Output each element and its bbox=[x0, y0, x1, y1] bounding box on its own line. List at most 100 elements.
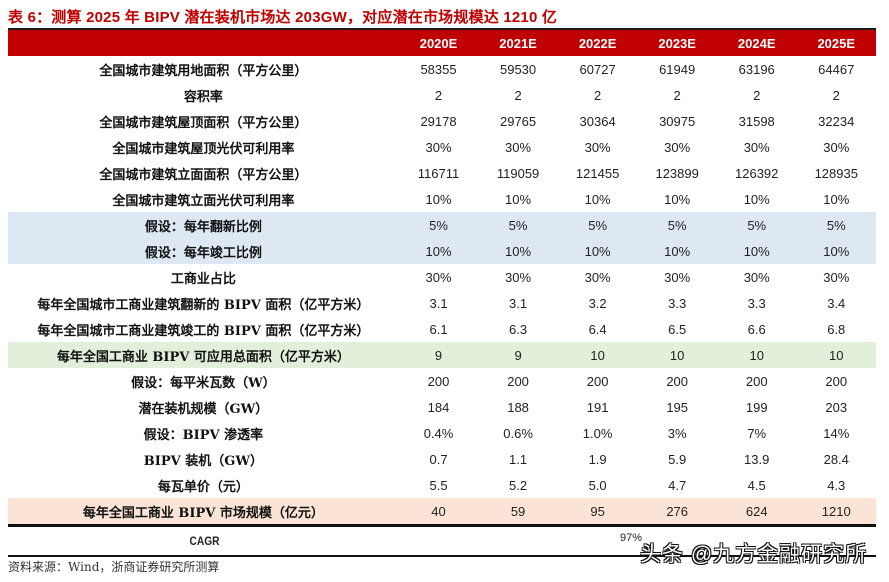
cell-value: 5.0 bbox=[588, 477, 607, 493]
row-label: BIPV 装机（GW） bbox=[143, 453, 263, 469]
cell-value: 10% bbox=[664, 243, 691, 259]
cell-value: 5.5 bbox=[429, 477, 448, 493]
cell-value: 116711 bbox=[417, 165, 460, 181]
cell-value: 10% bbox=[664, 191, 691, 207]
cell-value: 6.4 bbox=[588, 321, 607, 337]
cell-value: 32234 bbox=[818, 113, 855, 129]
cell-value: 30% bbox=[664, 139, 691, 155]
row-label: 全国城市建筑立面光伏可利用率 bbox=[112, 193, 295, 209]
cell-value: 29765 bbox=[499, 113, 537, 129]
table-row: 假设：每平米瓦数（W） 200 200 200 200 200 200 bbox=[8, 368, 876, 394]
header-year: 2023E bbox=[658, 35, 696, 51]
cell-value: 5.9 bbox=[668, 451, 687, 467]
cell-value: 5% bbox=[508, 217, 528, 233]
cell-value: 31598 bbox=[738, 113, 775, 129]
cell-value: 40 bbox=[431, 503, 446, 519]
row-label: 假设：每年竣工比例 bbox=[144, 245, 262, 261]
cell-value: 9 bbox=[434, 347, 443, 363]
cell-value: 5% bbox=[588, 217, 608, 233]
cell-value: 6.5 bbox=[668, 321, 687, 337]
header-year: 2025E bbox=[817, 35, 856, 51]
cell-value: 1210 bbox=[821, 503, 851, 519]
cell-value: 10 bbox=[590, 347, 605, 363]
row-label: 工商业占比 bbox=[170, 271, 236, 287]
table-row: 每年全国工商业 BIPV 可应用总面积（亿平方米） 9 9 10 10 10 10 bbox=[8, 342, 876, 368]
cell-value: 64467 bbox=[818, 61, 855, 77]
cell-value: 184 bbox=[427, 399, 450, 415]
cell-value: 30975 bbox=[659, 113, 696, 129]
cell-value: 1.0% bbox=[582, 425, 613, 441]
cell-value: 2 bbox=[673, 87, 681, 103]
cell-value: 6.3 bbox=[509, 321, 528, 337]
cell-value: 9 bbox=[514, 347, 522, 363]
row-label: 假设：每平米瓦数（W） bbox=[131, 375, 276, 391]
cell-value: 276 bbox=[666, 503, 689, 519]
table-row: 假设：每年竣工比例 10% 10% 10% 10% 10% 10% bbox=[8, 238, 876, 264]
cell-value: 123899 bbox=[655, 165, 699, 181]
table-row: 全国城市建筑屋顶光伏可利用率 30% 30% 30% 30% 30% 30% bbox=[8, 134, 876, 160]
cell-value: 200 bbox=[427, 373, 450, 389]
header-year: 2024E bbox=[737, 35, 776, 51]
table-row: 潜在装机规模（GW） 184 188 191 195 199 203 bbox=[8, 394, 876, 420]
cell-value: 5% bbox=[826, 217, 846, 233]
table-divider bbox=[8, 524, 876, 527]
row-label: 全国城市建筑屋顶光伏可利用率 bbox=[112, 141, 295, 157]
table-row: 假设：每年翻新比例 5% 5% 5% 5% 5% 5% bbox=[8, 212, 876, 238]
table-row: BIPV 装机（GW） 0.7 1.1 1.9 5.9 13.9 28.4 bbox=[8, 446, 876, 472]
cell-value: 10% bbox=[425, 243, 452, 259]
cell-value: 6.8 bbox=[827, 321, 846, 337]
cell-value: 128935 bbox=[814, 165, 858, 181]
cell-value: 121455 bbox=[575, 165, 620, 181]
cell-value: 10% bbox=[584, 191, 611, 207]
cell-value: 195 bbox=[666, 399, 689, 415]
cell-value: 2 bbox=[434, 87, 443, 103]
header-year: 2021E bbox=[499, 35, 537, 51]
cell-value: 5.2 bbox=[509, 477, 528, 493]
cell-value: 3.4 bbox=[827, 295, 846, 311]
cell-value: 3% bbox=[667, 425, 687, 441]
cell-value: 5% bbox=[429, 217, 448, 233]
row-label: 每年全国城市工商业建筑竣工的 BIPV 面积（亿平方米） bbox=[37, 323, 370, 339]
table-row: 工商业占比 30% 30% 30% 30% 30% 30% bbox=[8, 264, 876, 290]
cell-value: 63196 bbox=[738, 61, 775, 77]
cell-value: 3.2 bbox=[588, 295, 607, 311]
cell-value: 5% bbox=[667, 217, 687, 233]
cagr-value: 97% bbox=[620, 532, 643, 544]
cell-value: 58355 bbox=[420, 61, 457, 77]
cagr-row: CAGR 97% bbox=[8, 527, 876, 555]
header-year: 2020E bbox=[419, 35, 458, 51]
cell-value: 200 bbox=[825, 373, 848, 389]
cell-value: 59 bbox=[510, 503, 526, 519]
row-label: 全国城市建筑用地面积（平方公里） bbox=[99, 63, 308, 79]
cell-value: 10 bbox=[669, 347, 685, 363]
cell-value: 4.5 bbox=[747, 477, 766, 493]
cell-value: 10% bbox=[743, 191, 770, 207]
cell-value: 0.4% bbox=[423, 425, 454, 441]
bipv-market-table: 2020E 2021E 2022E 2023E 2024E 2025E 全国城市… bbox=[8, 28, 876, 557]
cell-value: 61949 bbox=[659, 61, 696, 77]
table-row: 假设：BIPV 渗透率 0.4% 0.6% 1.0% 3% 7% 14% bbox=[8, 420, 876, 446]
table-header: 2020E 2021E 2022E 2023E 2024E 2025E bbox=[8, 28, 876, 56]
row-label: 每瓦单价（元） bbox=[157, 479, 249, 495]
cell-value: 30% bbox=[425, 269, 452, 285]
table-row: 每瓦单价（元） 5.5 5.2 5.0 4.7 4.5 4.3 bbox=[8, 472, 876, 498]
row-label: 容积率 bbox=[183, 89, 223, 105]
cell-value: 0.6% bbox=[503, 425, 533, 441]
cell-value: 1.9 bbox=[588, 451, 607, 467]
cell-value: 3.1 bbox=[429, 295, 448, 311]
row-label: 全国城市建筑屋顶面积（平方公里） bbox=[99, 115, 308, 131]
table-bottom-border bbox=[8, 555, 876, 557]
cell-value: 30% bbox=[823, 139, 850, 155]
cell-value: 200 bbox=[507, 373, 529, 389]
table-body: 全国城市建筑用地面积（平方公里） 58355 59530 60727 61949 6319… bbox=[8, 56, 876, 524]
cell-value: 30% bbox=[505, 269, 532, 285]
cell-value: 10% bbox=[823, 243, 850, 259]
cell-value: 10 bbox=[829, 347, 844, 363]
cell-value: 203 bbox=[825, 399, 848, 415]
table-row: 全国城市建筑立面面积（平方公里） 116711 119059 121455 123899… bbox=[8, 160, 876, 186]
cell-value: 30% bbox=[584, 269, 611, 285]
cell-value: 199 bbox=[745, 399, 768, 415]
cell-value: 200 bbox=[666, 373, 689, 389]
cell-value: 6.6 bbox=[747, 321, 766, 337]
cell-value: 2 bbox=[514, 87, 522, 103]
